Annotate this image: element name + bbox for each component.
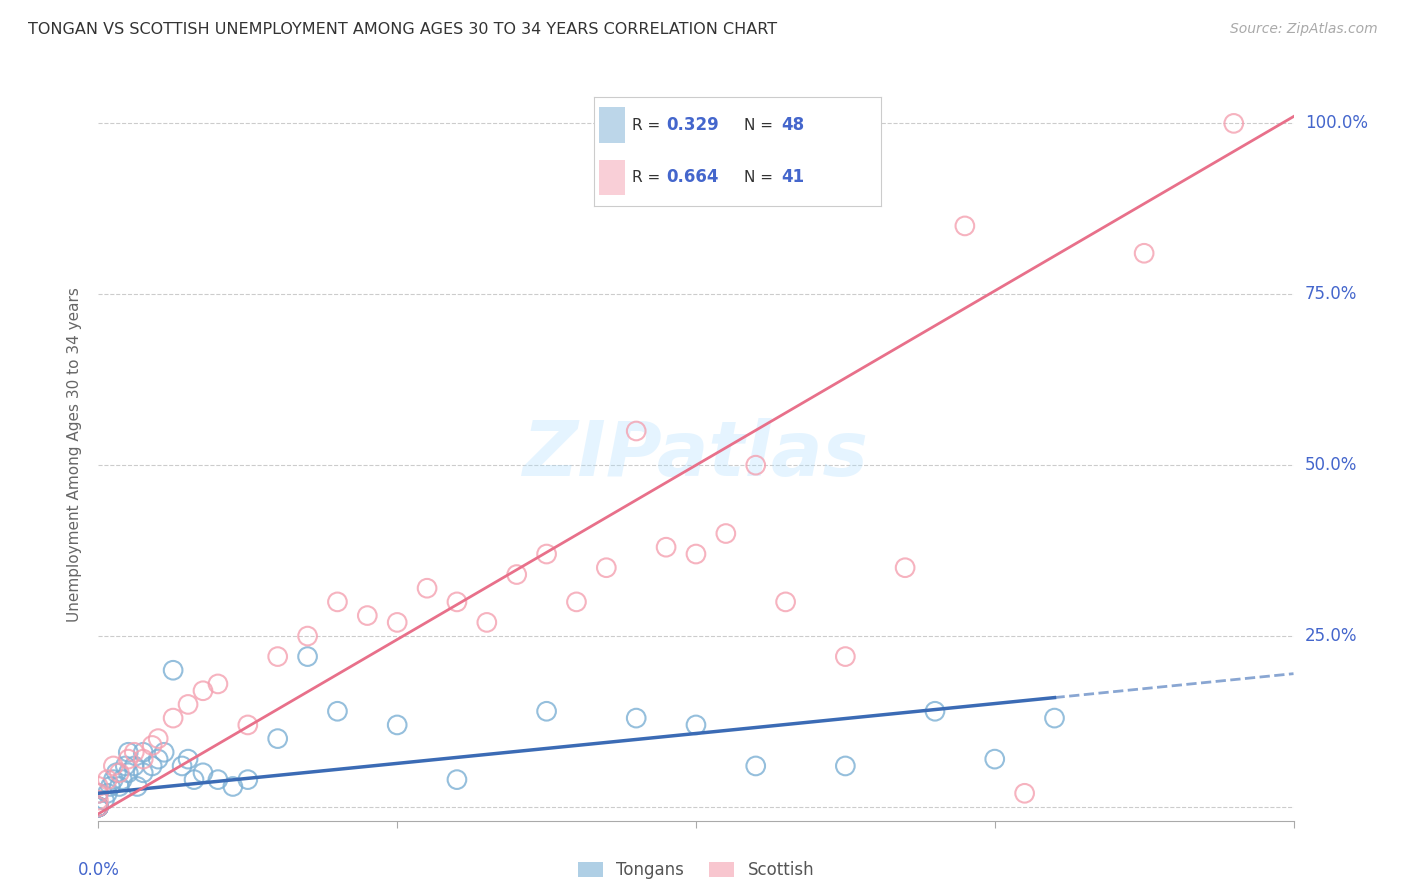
Point	[595, 560, 617, 574]
Point	[124, 759, 146, 773]
Point	[624, 711, 647, 725]
Point	[177, 752, 200, 766]
Point	[775, 595, 797, 609]
Point	[87, 800, 110, 814]
Point	[117, 765, 139, 780]
Point	[745, 759, 768, 773]
Point	[714, 526, 737, 541]
Point	[103, 772, 125, 787]
Point	[177, 698, 200, 712]
Point	[183, 772, 205, 787]
Point	[536, 547, 558, 561]
Point	[96, 786, 118, 800]
Point	[326, 595, 349, 609]
Point	[191, 683, 214, 698]
Point	[114, 759, 136, 773]
Text: ZIPatlas: ZIPatlas	[523, 418, 869, 491]
Point	[685, 547, 707, 561]
Point	[87, 800, 110, 814]
Legend: Tongans, Scottish: Tongans, Scottish	[571, 855, 821, 886]
Text: 0.0%: 0.0%	[77, 861, 120, 879]
Point	[98, 780, 122, 794]
Point	[111, 772, 134, 787]
Point	[207, 772, 229, 787]
Point	[297, 649, 319, 664]
Point	[924, 704, 946, 718]
Point	[834, 649, 856, 664]
Y-axis label: Unemployment Among Ages 30 to 34 years: Unemployment Among Ages 30 to 34 years	[67, 287, 83, 623]
Point	[1014, 786, 1036, 800]
Point	[87, 800, 110, 814]
Point	[93, 793, 115, 807]
Point	[87, 800, 110, 814]
Point	[132, 745, 155, 759]
Point	[162, 663, 184, 677]
Point	[96, 772, 118, 787]
Point	[236, 772, 259, 787]
Point	[475, 615, 498, 630]
Point	[87, 793, 110, 807]
Point	[953, 219, 976, 233]
Point	[127, 780, 149, 794]
Point	[983, 752, 1005, 766]
Point	[894, 560, 917, 574]
Point	[191, 765, 214, 780]
Point	[117, 752, 139, 766]
Point	[326, 704, 349, 718]
Point	[172, 759, 194, 773]
Point	[148, 752, 170, 766]
Point	[87, 800, 110, 814]
Point	[87, 800, 110, 814]
Point	[117, 745, 139, 759]
Point	[446, 595, 468, 609]
Point	[267, 731, 290, 746]
Point	[153, 745, 176, 759]
Point	[446, 772, 468, 787]
Point	[141, 739, 163, 753]
Point	[87, 800, 110, 814]
Text: 50.0%: 50.0%	[1305, 456, 1357, 475]
Point	[385, 615, 409, 630]
Point	[385, 718, 409, 732]
Point	[416, 581, 439, 595]
Point	[624, 424, 647, 438]
Point	[124, 745, 146, 759]
Point	[536, 704, 558, 718]
Point	[87, 800, 110, 814]
Point	[1223, 116, 1246, 130]
Point	[87, 780, 110, 794]
Point	[745, 458, 768, 472]
Point	[105, 765, 128, 780]
Point	[108, 765, 131, 780]
Point	[297, 629, 319, 643]
Point	[87, 786, 110, 800]
Text: Source: ZipAtlas.com: Source: ZipAtlas.com	[1230, 22, 1378, 37]
Point	[103, 759, 125, 773]
Point	[685, 718, 707, 732]
Point	[236, 718, 259, 732]
Point	[1133, 246, 1156, 260]
Text: 100.0%: 100.0%	[1305, 114, 1368, 132]
Point	[148, 731, 170, 746]
Point	[506, 567, 529, 582]
Point	[1043, 711, 1066, 725]
Point	[141, 759, 163, 773]
Point	[87, 800, 110, 814]
Text: 25.0%: 25.0%	[1305, 627, 1357, 645]
Point	[222, 780, 245, 794]
Point	[87, 800, 110, 814]
Point	[108, 780, 131, 794]
Point	[565, 595, 588, 609]
Point	[655, 540, 678, 554]
Text: TONGAN VS SCOTTISH UNEMPLOYMENT AMONG AGES 30 TO 34 YEARS CORRELATION CHART: TONGAN VS SCOTTISH UNEMPLOYMENT AMONG AG…	[28, 22, 778, 37]
Point	[87, 786, 110, 800]
Point	[132, 765, 155, 780]
Point	[267, 649, 290, 664]
Point	[356, 608, 378, 623]
Point	[834, 759, 856, 773]
Text: 75.0%: 75.0%	[1305, 285, 1357, 303]
Point	[207, 677, 229, 691]
Point	[162, 711, 184, 725]
Point	[132, 752, 155, 766]
